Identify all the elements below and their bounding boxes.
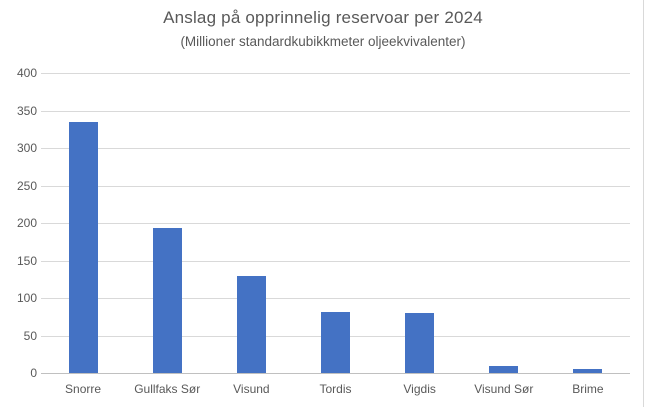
plot-area [41,73,630,374]
y-axis-tick-label: 150 [16,253,37,268]
gridline [41,223,630,224]
chart-bar [489,365,519,373]
y-axis-tick-label: 50 [23,328,37,343]
chart-bar [152,228,182,373]
x-axis-category-label: Gullfaks Sør [134,382,201,396]
gridline [41,110,630,112]
x-axis-category-label: Visund [233,382,270,396]
x-axis-category-label: Vigdis [403,382,436,396]
y-axis-tick-label: 0 [30,366,37,380]
y-axis-tick-label: 300 [16,141,37,155]
chart-bar [68,121,98,373]
gridline [41,73,630,74]
x-axis-category-label: Brime [572,382,604,396]
chart-right-border-line [643,0,644,407]
x-axis-category-label: Visund Sør [474,382,534,396]
gridline [41,260,630,262]
chart-bar [321,312,350,373]
gridline [41,148,630,149]
chart-bar [236,275,266,373]
chart-bar [573,368,603,373]
chart-subtitle: (Millioner standardkubikkmeter oljeekviv… [180,34,466,49]
gridline [41,298,630,299]
y-axis-tick-label: 350 [16,103,37,118]
x-axis-category-label: Snorre [65,382,102,396]
y-axis-tick-label: 100 [16,291,37,305]
y-axis-tick-label: 250 [16,178,37,193]
gridline [41,185,630,187]
y-axis-tick-label: 400 [16,66,37,80]
y-axis-tick-label: 200 [16,216,37,230]
x-axis-line [41,373,630,374]
chart-title: Anslag på opprinnelig reservoar per 2024 [163,8,483,27]
x-axis-category-label: Tordis [319,382,352,396]
chart-bar [405,313,435,373]
